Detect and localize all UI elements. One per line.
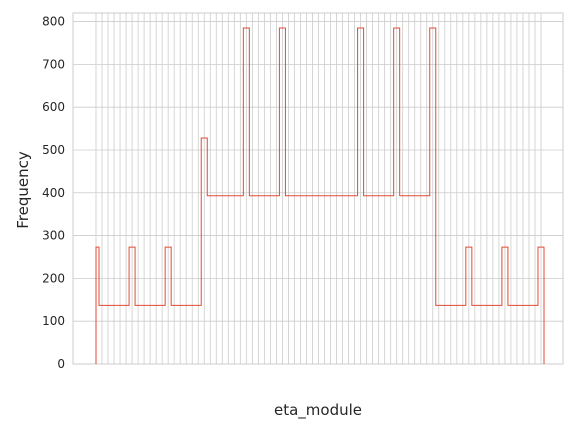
y-tick-label: 700 <box>42 57 65 71</box>
histogram-series <box>95 27 545 364</box>
y-tick-labels: 0 100 200 300 400 500 600 700 800 <box>42 15 65 371</box>
y-tick-label: 500 <box>42 143 65 157</box>
y-tick-label: 600 <box>42 100 65 114</box>
y-tick-label: 800 <box>42 15 65 29</box>
plot-frame <box>72 12 564 365</box>
plot-area <box>72 12 564 365</box>
y-tick-label: 400 <box>42 186 65 200</box>
y-gridlines <box>73 21 563 365</box>
y-tick-label: 300 <box>42 229 65 243</box>
y-tick-label: 100 <box>42 314 65 328</box>
step-line <box>95 27 545 364</box>
y-axis-title: Frequency <box>14 151 32 229</box>
y-tick-label: 0 <box>57 357 65 371</box>
x-axis-title: eta_module <box>274 401 362 420</box>
y-tick-label: 200 <box>42 271 65 285</box>
